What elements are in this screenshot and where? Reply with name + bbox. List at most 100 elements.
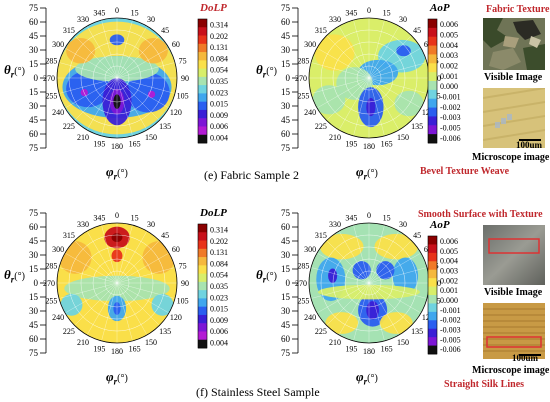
colorbar-tick-label: 0.035 [210,77,228,86]
polar-spoke [338,230,370,284]
polar-angle-label: 120 [170,108,182,117]
polar-spoke [316,47,370,79]
colorbar-tick-label: 0.084 [210,259,228,268]
polar-contour [60,293,83,316]
theta-tick-label: 45 [281,320,291,330]
colorbar-tick-label: 0.005 [440,247,458,256]
polar-spoke [116,282,170,314]
polar-spoke [116,25,148,79]
colorbar-tick-label: -0.001 [440,93,461,102]
theta-tick-label: 30 [281,250,291,260]
annotation-fabric-texture: Fabric Texture [486,4,550,15]
colorbar-swatch [198,85,207,94]
colorbar-tick-label: 0.005 [440,31,458,40]
polar-angle-label: 345 [93,213,105,222]
theta-tick-label: 15 [29,87,39,97]
colorbar-dolp-title-f: DoLP [200,207,227,219]
polar-angle-label: 210 [77,338,89,347]
scale-label-f: 100um [512,353,539,363]
polar-spoke [368,240,412,284]
colorbar-swatch [428,286,437,296]
colorbar-tick-label: 0.131 [210,248,228,257]
colorbar-swatch [198,27,207,36]
polar-contour [366,301,379,320]
polar-spoke [338,282,370,336]
polar-contour [374,233,419,260]
polar-spoke [353,77,370,137]
polar-angle-label: 165 [381,140,393,149]
colorbar-swatch [198,339,207,349]
polar-spoke [368,77,422,109]
colorbar-tick-label: 0.000 [440,82,458,91]
polar-contour [328,268,338,283]
polar-angle-label: 225 [315,327,327,336]
polar-angle-label: 165 [381,345,393,354]
polar-angle-label: 45 [413,26,421,35]
polar-angle-label: 300 [304,245,316,254]
colorbar-tick-label: -0.005 [440,124,461,133]
polar-angle-label: 165 [129,140,141,149]
colorbar-swatch [198,257,207,266]
theta-tick-label: 30 [281,101,291,111]
polar-contour [392,257,419,294]
colorbar-swatch [428,107,437,117]
polar-contour [147,90,156,99]
colorbar-swatch [198,101,207,111]
polar-angle-label: 225 [315,122,327,131]
polar-angle-label: 30 [147,220,155,229]
polar-spoke [368,282,412,326]
colorbar-tick-label: 0.054 [210,66,228,75]
polar-angle-label: 255 [297,297,309,306]
theta-tick-label: 30 [29,306,39,316]
colorbar-tick-label: 0.003 [440,51,458,60]
theta-tick-label: 15 [281,264,291,274]
theta-tick-label: 75 [281,3,291,13]
colorbar-swatch [428,337,437,346]
polar-angle-label: 150 [145,133,157,142]
polar-spoke [116,19,133,79]
colorbar-tick-label: 0.023 [210,293,228,302]
polar-angle-label: 285 [45,261,57,270]
colorbar-swatch [198,298,207,308]
polar-spoke [64,252,118,284]
theta-tick-label: 15 [29,264,39,274]
polar-angle-label: 330 [77,15,89,24]
colorbar-tick-label: 0.006 [440,237,458,246]
colorbar-swatch [428,134,437,144]
polar-angle-label: 225 [63,327,75,336]
phi-label-e1: φr(°) [106,164,128,182]
polar-angle-label: 195 [345,345,357,354]
theta-tick-label: 45 [281,31,291,41]
colorbar-tick-label: 0.202 [210,32,228,41]
colorbar-swatch [428,236,437,245]
polar-angle-label: 315 [63,231,75,240]
theta-tick-label: 0 [286,73,291,83]
polar-spoke [368,77,385,137]
theta-tick-label: 60 [29,17,39,27]
polar-angle-label: 180 [363,347,375,356]
colorbar-swatch [198,240,207,250]
polar-spoke [368,62,428,79]
polar-angle-label: 345 [345,8,357,17]
polar-spoke [116,47,170,79]
colorbar-tick-label: 0.314 [210,21,228,30]
colorbar-tick-label: 0.009 [210,111,228,120]
visible-image-label-f: Visible Image [484,287,543,298]
colorbar-swatch [198,19,207,28]
polar-angle-label: 240 [52,313,64,322]
polar-spoke [116,77,133,137]
polar-spoke [58,267,118,284]
colorbar-tick-label: 0.004 [440,257,458,266]
polar-angle-label: 195 [345,140,357,149]
polar-spoke [310,62,370,79]
polar-spoke [353,19,370,79]
polar-spoke [310,267,370,284]
polar-angle-label: 15 [383,8,391,17]
theta-tick-label: 45 [29,236,39,246]
microscope-label-e: Microscope image [472,152,550,163]
colorbar-swatch [428,45,437,55]
theta-tick-label: 30 [281,45,291,55]
colorbar-tick-label: 0.035 [210,282,228,291]
polar-angle-label: 45 [161,26,169,35]
